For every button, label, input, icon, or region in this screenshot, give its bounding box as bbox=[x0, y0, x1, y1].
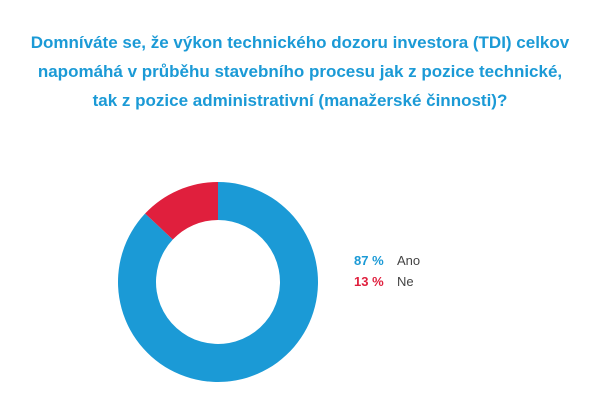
legend: 87 % Ano 13 % Ne bbox=[354, 253, 420, 295]
legend-value-ne: 13 % bbox=[354, 274, 384, 289]
legend-value-ano: 87 % bbox=[354, 253, 384, 268]
title-line-1: Domníváte se, že výkon technického dozor… bbox=[30, 33, 570, 52]
legend-item-ne: 13 % Ne bbox=[354, 274, 420, 295]
title-line-2: napomáhá v průběhu stavebního procesu ja… bbox=[37, 62, 563, 81]
donut-slice-ne bbox=[145, 182, 218, 240]
legend-item-ano: 87 % Ano bbox=[354, 253, 420, 274]
legend-label-ne: Ne bbox=[397, 274, 414, 289]
chart-title: Domníváte se, že výkon technického dozor… bbox=[0, 28, 600, 115]
donut-slice-ano bbox=[118, 182, 318, 382]
legend-label-ano: Ano bbox=[397, 253, 421, 268]
title-line-3: tak z pozice administrativní (manažerské… bbox=[92, 91, 508, 110]
